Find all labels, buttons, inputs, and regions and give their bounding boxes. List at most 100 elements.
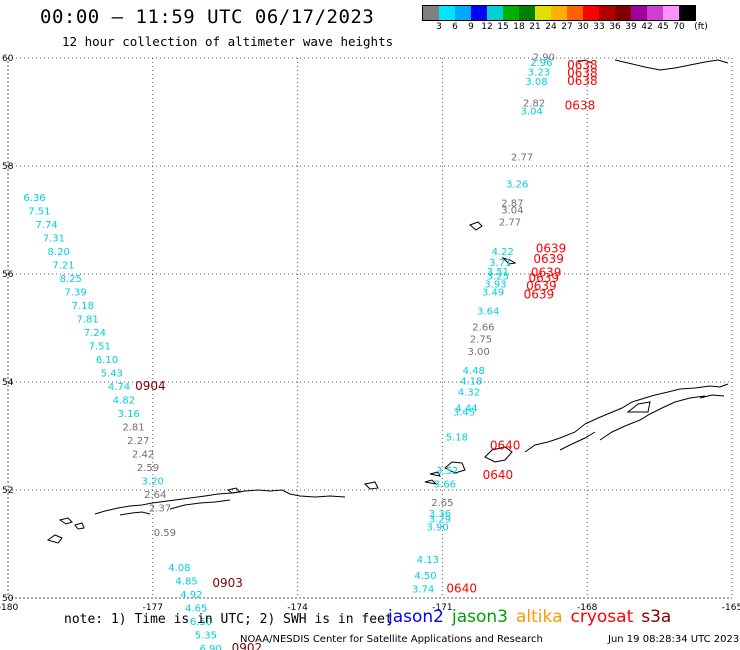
wave-height-reading: 2.81 xyxy=(122,423,144,434)
lat-lon-grid xyxy=(7,57,733,599)
wave-height-reading: 7.51 xyxy=(89,342,111,353)
legend-label: 33 xyxy=(593,22,605,32)
wave-height-reading: 6.36 xyxy=(23,193,45,204)
legend-label: 9 xyxy=(468,22,474,32)
legend-swatch xyxy=(439,6,455,20)
wave-height-reading: 4.22 xyxy=(492,247,514,258)
wave-height-reading: 3.04 xyxy=(501,206,523,217)
lat-tick-label: 60 xyxy=(2,54,14,64)
legend-label: 39 xyxy=(625,22,637,32)
pass-time-label: 0639 xyxy=(531,266,562,280)
footnote: note: 1) Time is in UTC; 2) SWH is in fe… xyxy=(64,612,393,627)
wave-height-reading: 2.77 xyxy=(511,153,533,164)
wave-height-reading: 2.77 xyxy=(499,217,521,228)
legend-swatch xyxy=(663,6,679,20)
legend-swatch xyxy=(551,6,567,20)
generated-time: Jun 19 08:28:34 UTC 2023 xyxy=(608,634,740,645)
legend-swatch xyxy=(503,6,519,20)
pass-time-label: 0903 xyxy=(212,576,243,590)
wave-height-reading: 3.90 xyxy=(426,523,448,534)
wave-height-reading: 2.87 xyxy=(501,199,523,210)
legend-unit: (ft) xyxy=(694,22,708,32)
wave-height-reading: 3.66 xyxy=(434,479,456,490)
wave-height-reading: 4.74 xyxy=(108,382,130,393)
satellite-legend: jason2 jason3 altika cryosat s3a xyxy=(388,607,679,627)
wave-height-reading: 3.36 xyxy=(429,509,451,520)
lat-tick-label: 56 xyxy=(2,270,14,280)
wave-height-reading: 3.16 xyxy=(118,409,140,420)
lat-tick-label: 54 xyxy=(2,378,14,388)
wave-height-reading: 3.29 xyxy=(429,514,451,525)
wave-height-reading: 3.08 xyxy=(525,77,547,88)
legend-label: 30 xyxy=(577,22,589,32)
legend-swatch xyxy=(615,6,631,20)
wave-height-reading: 7.51 xyxy=(28,207,50,218)
wave-height-reading: 4.85 xyxy=(175,577,197,588)
pribilof-island xyxy=(469,221,517,265)
legend-label: 70 xyxy=(673,22,685,32)
lon-tick-label: -165 xyxy=(722,603,740,613)
wave-height-reading: 3.93 xyxy=(484,280,506,291)
legend-label: 21 xyxy=(529,22,541,32)
wave-height-reading: 3.45 xyxy=(453,407,475,418)
pass-time-label: 0638 xyxy=(565,98,596,112)
wave-height-reading: 8.25 xyxy=(60,274,82,285)
wave-height-reading: 2.65 xyxy=(431,498,453,509)
legend-color-bar xyxy=(422,5,696,21)
wave-height-reading: 3.26 xyxy=(506,180,528,191)
wave-height-reading: 4.82 xyxy=(113,396,135,407)
wave-height-reading: 3.04 xyxy=(521,107,543,118)
pass-time-label: 0638 xyxy=(567,58,598,72)
legend-swatch xyxy=(519,6,535,20)
wave-height-reading: 3.20 xyxy=(142,477,164,488)
legend-label: 12 xyxy=(481,22,493,32)
wave-height-reading: 3.52 xyxy=(436,466,458,477)
wave-height-reading: 2.96 xyxy=(530,58,552,69)
wave-height-reading: 7.18 xyxy=(72,301,94,312)
satellite-name: altika xyxy=(516,607,563,627)
color-legend: 3 6 9 12 15 18 21 24 27 30 33 36 39 42 45 70 (ft) xyxy=(422,5,708,35)
wave-height-reading: 2.64 xyxy=(144,490,166,501)
pass-time-label: 0639 xyxy=(536,241,567,255)
legend-label: 6 xyxy=(452,22,458,32)
legend-label: 45 xyxy=(657,22,669,32)
legend-swatch xyxy=(455,6,471,20)
legend-label: 36 xyxy=(609,22,621,32)
credit-line: NOAA/NESDIS Center for Satellite Applica… xyxy=(240,634,543,645)
wave-height-reading: 4.18 xyxy=(460,377,482,388)
wave-height-reading: 4.32 xyxy=(458,388,480,399)
wave-height-reading: 4.65 xyxy=(185,604,207,615)
wave-height-reading: 2.82 xyxy=(523,99,545,110)
legend-swatch xyxy=(567,6,583,20)
wave-height-reading: 4.08 xyxy=(168,563,190,574)
legend-labels: 3 6 9 12 15 18 21 24 27 30 33 36 39 42 45 70 (ft) xyxy=(422,21,708,35)
wave-height-reading: 6.90 xyxy=(200,644,222,650)
lon-tick-label: -177 xyxy=(143,603,163,613)
lat-tick-label: 52 xyxy=(2,486,13,496)
pass-time-label: 0638 xyxy=(567,74,598,88)
satellite-name: cryosat xyxy=(570,607,634,627)
satellite-name: s3a xyxy=(641,607,672,627)
pass-time-label: 0902 xyxy=(232,641,263,650)
wave-height-reading: 4.92 xyxy=(180,590,202,601)
wave-height-reading: 4.50 xyxy=(414,571,436,582)
lon-tick-label: -180 xyxy=(0,603,18,613)
pass-time-label: 0640 xyxy=(490,439,521,453)
lat-tick-label: 50 xyxy=(2,594,14,604)
legend-label: 24 xyxy=(545,22,557,32)
legend-swatch xyxy=(471,6,487,20)
pass-time-label: 0904 xyxy=(135,379,166,393)
legend-label: 15 xyxy=(497,22,509,32)
wave-height-reading: 7.21 xyxy=(52,261,74,272)
pass-time-label: 0638 xyxy=(567,66,598,80)
wave-height-reading: 2.37 xyxy=(149,504,171,515)
wave-height-reading: 4.13 xyxy=(417,555,439,566)
wave-height-reading: 4.48 xyxy=(463,366,485,377)
wave-height-reading: 2.90 xyxy=(533,53,555,64)
mainland-alaska xyxy=(577,59,729,71)
lon-tick-label: -174 xyxy=(287,603,308,613)
legend-label: 42 xyxy=(641,22,653,32)
legend-swatch xyxy=(487,6,503,20)
map-subtitle: 12 hour collection of altimeter wave hei… xyxy=(62,34,394,49)
wave-height-reading: 2.42 xyxy=(132,450,154,461)
